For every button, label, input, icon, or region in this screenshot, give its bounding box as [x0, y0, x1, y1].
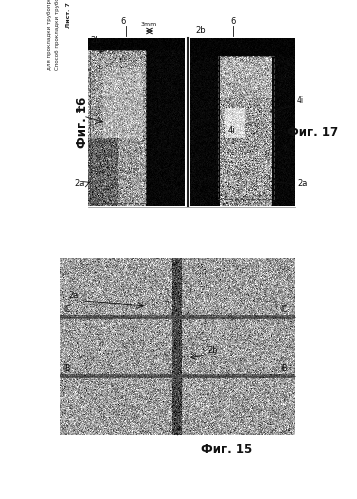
Text: Лист. 7: Лист. 7 — [65, 2, 70, 28]
Text: 4i: 4i — [228, 126, 236, 135]
Text: 2a: 2a — [297, 179, 307, 188]
Text: 6: 6 — [230, 17, 235, 26]
Text: Фиг. 17: Фиг. 17 — [287, 126, 338, 139]
Text: 2b: 2b — [90, 36, 101, 45]
Bar — [218, 56, 274, 199]
Text: 4: 4 — [76, 106, 81, 115]
Text: Фиг. 15: Фиг. 15 — [201, 443, 253, 456]
Text: 2b: 2b — [207, 346, 218, 355]
Text: IB: IB — [280, 364, 287, 373]
Bar — [90, 50, 146, 203]
Text: для прокладки трубопровода и трубоукладочное судно: для прокладки трубопровода и трубоукладо… — [47, 0, 52, 70]
Text: 2b: 2b — [195, 26, 206, 35]
Text: IC: IC — [280, 305, 287, 314]
Text: Фиг. 16: Фиг. 16 — [76, 96, 90, 148]
Text: IC: IC — [63, 305, 70, 314]
Text: 2a: 2a — [68, 291, 79, 300]
Text: Способ прокладки трубопровода (варианты), сварочная станция: Способ прокладки трубопровода (варианты)… — [55, 0, 60, 70]
Text: 3mm: 3mm — [141, 22, 157, 27]
Text: 6: 6 — [120, 17, 126, 26]
Text: 2a: 2a — [74, 179, 84, 188]
Text: 4i: 4i — [297, 96, 304, 105]
Text: IB: IB — [63, 364, 70, 373]
